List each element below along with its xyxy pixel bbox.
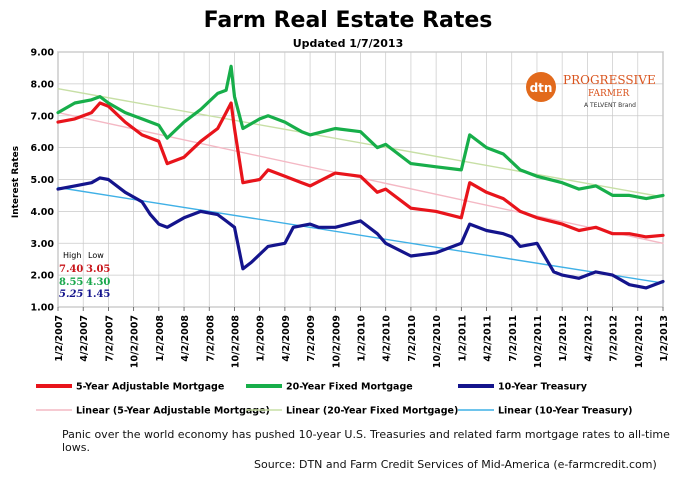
y-tick-label: 3.00 — [31, 239, 55, 250]
high-value-10yr: 5.25 — [59, 289, 83, 300]
low-value-20yr: 4.30 — [86, 277, 110, 288]
low-value-5yr: 3.05 — [86, 264, 110, 275]
axis-layer: 1.00 2.00 3.00 4.00 5.00 6.00 7.00 8.00 9.00 1/2/… — [31, 48, 670, 369]
dtn-logo-circle — [526, 72, 556, 102]
ten-year-treasury-line — [56, 176, 665, 290]
x-tick-label: 7/2/2007 — [104, 315, 115, 362]
twenty-year-fixed-line — [56, 64, 665, 201]
x-tick-label: 1/2/2009 — [256, 315, 267, 362]
x-tick-label: 7/2/2011 — [508, 315, 519, 362]
x-tick-label: 1/2/2011 — [457, 315, 468, 362]
legend-label: 5-Year Adjustable Mortgage — [76, 382, 224, 393]
x-tick-label: 10/2/2007 — [130, 315, 141, 368]
x-tick-label: 1/2/2010 — [357, 315, 368, 362]
chart-subtitle: Updated 1/7/2013 — [292, 37, 404, 50]
x-tick-label: 7/2/2009 — [306, 315, 317, 362]
high-value-20yr: 8.55 — [59, 277, 83, 288]
legend-label: Linear (5-Year Adjustable Mortgage) — [76, 406, 270, 417]
dtn-progressive-farmer-logo: dtn PROGRESSIVE FARMER A TELVENT Brand — [526, 72, 656, 109]
brand-line1: PROGRESSIVE — [563, 73, 656, 87]
x-tick-label: 4/2/2012 — [583, 315, 594, 362]
x-tick-label: 7/2/2008 — [205, 315, 216, 362]
y-tick-label: 8.00 — [31, 79, 55, 90]
legend-label: Linear (10-Year Treasury) — [498, 406, 633, 417]
grid-layer — [57, 51, 664, 308]
x-tick-label: 1/2/2012 — [558, 315, 569, 362]
x-tick-label: 10/2/2012 — [634, 315, 645, 368]
high-header: High — [63, 251, 81, 260]
x-tick-label: 10/2/2009 — [331, 315, 342, 368]
x-tick-label: 1/2/2013 — [659, 315, 670, 362]
legend-five-year: 5-Year Adjustable Mortgage — [36, 382, 224, 393]
x-tick-label: 4/2/2010 — [382, 315, 393, 362]
legend-label: 20-Year Fixed Mortgage — [286, 382, 413, 393]
series-layer — [56, 64, 665, 290]
legend-ten-year-trend: Linear (10-Year Treasury) — [458, 406, 633, 417]
x-tick-label: 4/2/2011 — [483, 315, 494, 362]
y-tick-label: 1.00 — [31, 303, 55, 314]
y-axis-label: Interest Rates — [11, 146, 21, 218]
x-tick-label: 4/2/2008 — [180, 315, 191, 362]
low-header: Low — [88, 251, 104, 260]
legend-five-year-trend: Linear (5-Year Adjustable Mortgage) — [36, 406, 270, 417]
chart-title: Farm Real Estate Rates — [203, 8, 493, 33]
low-value-10yr: 1.45 — [86, 289, 110, 300]
legend-twenty-year-trend: Linear (20-Year Fixed Mortgage) — [246, 406, 458, 417]
y-tick-label: 4.00 — [31, 207, 55, 218]
x-tick-label: 1/2/2007 — [54, 315, 65, 362]
footnote-comment: Panic over the world economy has pushed … — [62, 428, 670, 454]
high-low-table: High Low 7.40 3.05 8.55 4.30 5.25 1.45 — [59, 251, 110, 300]
x-tick-label: 4/2/2009 — [281, 315, 292, 362]
x-tick-label: 10/2/2008 — [230, 315, 241, 369]
y-tick-label: 6.00 — [31, 143, 55, 154]
x-tick-label: 10/2/2011 — [533, 315, 544, 368]
x-tick-label: 1/2/2008 — [155, 315, 166, 362]
x-tick-label: 7/2/2010 — [407, 315, 418, 362]
brand-line2: FARMER — [588, 89, 630, 99]
x-tick-label: 4/2/2007 — [79, 315, 90, 362]
y-tick-label: 5.00 — [31, 175, 55, 186]
x-tick-label: 10/2/2010 — [432, 315, 443, 369]
legend-twenty-year: 20-Year Fixed Mortgage — [246, 382, 413, 393]
brand-tagline: A TELVENT Brand — [584, 102, 636, 109]
x-tick-label: 7/2/2012 — [609, 315, 620, 362]
dtn-logo-text: dtn — [530, 81, 553, 95]
twenty-year-trendline — [57, 87, 664, 198]
legend-label: 10-Year Treasury — [498, 382, 588, 393]
high-value-5yr: 7.40 — [59, 264, 83, 275]
five-year-adjustable-line — [56, 101, 665, 239]
y-tick-label: 2.00 — [31, 271, 55, 282]
y-tick-label: 7.00 — [31, 111, 55, 122]
y-tick-label: 9.00 — [31, 48, 55, 59]
legend-label: Linear (20-Year Fixed Mortgage) — [286, 406, 458, 417]
footnote-source: Source: DTN and Farm Credit Services of … — [254, 458, 657, 471]
legend: 5-Year Adjustable Mortgage 20-Year Fixed … — [36, 382, 633, 417]
ten-year-trendline — [57, 186, 664, 284]
legend-ten-year-treasury: 10-Year Treasury — [458, 382, 588, 393]
